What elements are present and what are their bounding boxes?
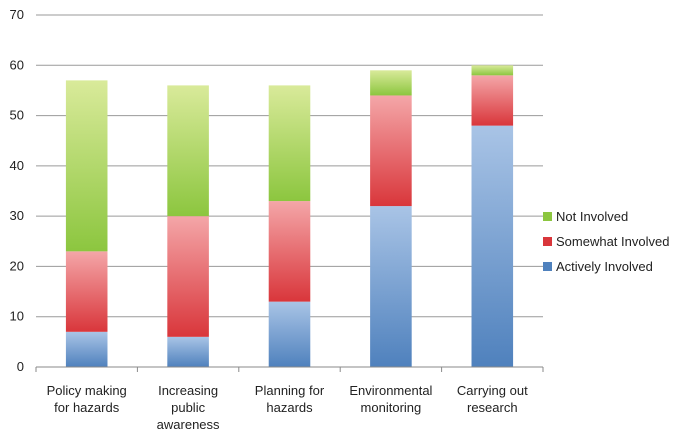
x-category-label: awareness: [157, 417, 220, 432]
x-category-label: Policy making: [47, 383, 127, 398]
bar-segment: [370, 95, 412, 207]
bar-segment: [471, 125, 514, 367]
legend-label: Somewhat Involved: [556, 234, 669, 249]
bar-segment: [268, 201, 311, 302]
bar-segment: [167, 336, 209, 367]
legend: Not Involved Somewhat Involved Actively In…: [543, 209, 669, 274]
bar-segment: [471, 65, 514, 76]
y-tick-label: 60: [10, 57, 24, 72]
x-axis: [35, 366, 544, 372]
y-tick-label: 70: [10, 7, 24, 22]
x-category-label: hazards: [266, 400, 313, 415]
category-labels: Policy making for hazards Increasing public…: [47, 383, 528, 432]
x-category-label: research: [467, 400, 518, 415]
x-category-label: for hazards: [54, 400, 120, 415]
legend-label: Actively Involved: [556, 259, 653, 274]
bar-segment: [167, 216, 209, 337]
y-tick-label: 40: [10, 158, 24, 173]
bar-segment: [370, 206, 412, 367]
bars: [65, 65, 514, 367]
y-tick-label: 10: [10, 309, 24, 324]
legend-swatch: [543, 262, 552, 271]
x-category-label: monitoring: [361, 400, 422, 415]
bar-segment: [65, 80, 108, 252]
x-category-label: public: [171, 400, 205, 415]
bar-segment: [167, 85, 209, 217]
y-tick-label: 50: [10, 108, 24, 123]
bar-segment: [65, 251, 108, 332]
y-tick-label: 0: [17, 359, 24, 374]
x-category-label: Carrying out: [457, 383, 528, 398]
bar-segment: [471, 75, 514, 126]
bar-segment: [65, 331, 108, 367]
x-category-label: Increasing: [158, 383, 218, 398]
y-tick-label: 20: [10, 258, 24, 273]
legend-label: Not Involved: [556, 209, 628, 224]
bar-segment: [370, 70, 412, 96]
bar-segment: [268, 85, 311, 202]
bar-segment: [268, 301, 311, 367]
x-category-label: Planning for: [255, 383, 325, 398]
y-tick-label: 30: [10, 208, 24, 223]
legend-swatch: [543, 212, 552, 221]
y-axis: 0 10 20 30 40 50 60 70: [10, 7, 24, 374]
legend-swatch: [543, 237, 552, 246]
x-category-label: Environmental: [349, 383, 432, 398]
